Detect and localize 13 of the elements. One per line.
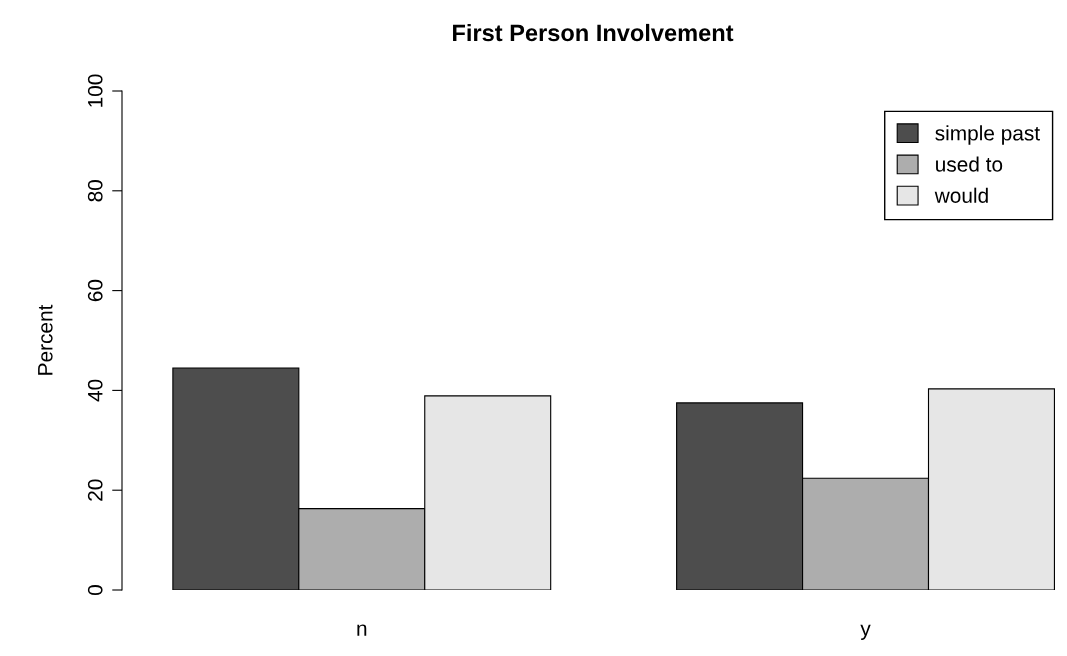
y-tick-label: 40 — [87, 379, 103, 402]
chart-title: First Person Involvement — [453, 23, 734, 42]
y-tick-label: 20 — [87, 479, 103, 501]
y-axis-title: Percent — [38, 304, 53, 375]
y-tick-label: 0 — [87, 585, 103, 595]
x-tick-label: n — [357, 624, 367, 636]
x-tick-label: y — [860, 624, 871, 640]
legend-label: simple past — [935, 125, 1040, 145]
legend-label: used to — [936, 156, 1003, 172]
legend-label: would — [934, 187, 988, 203]
y-tick-label: 60 — [87, 279, 103, 302]
y-tick-label: 100 — [87, 74, 103, 107]
y-tick-label: 80 — [87, 180, 103, 202]
